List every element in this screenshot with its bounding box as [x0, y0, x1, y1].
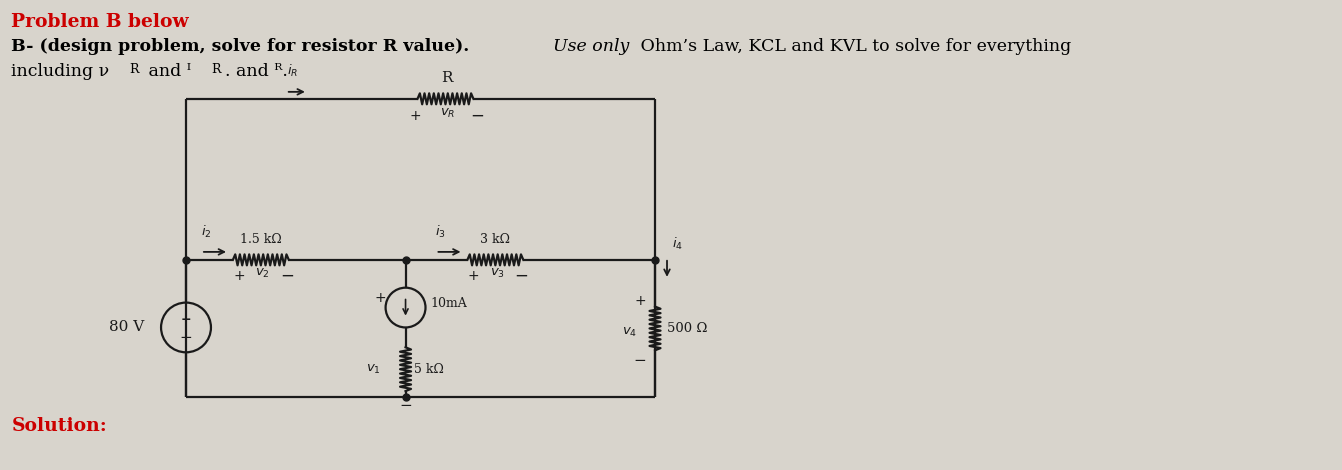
Text: B- (design problem, solve for resistor R value).: B- (design problem, solve for resistor R… [11, 38, 470, 55]
Text: $i_3$: $i_3$ [436, 224, 447, 240]
Text: +: + [635, 294, 646, 307]
Text: −: − [399, 399, 412, 414]
Text: 1.5 kΩ: 1.5 kΩ [240, 233, 282, 246]
Text: 5 kΩ: 5 kΩ [413, 363, 443, 376]
Text: $v_R$: $v_R$ [440, 107, 455, 120]
Text: −: − [180, 330, 192, 345]
Text: +: + [467, 269, 479, 283]
Text: $i_R$: $i_R$ [287, 63, 298, 79]
Text: −: − [471, 107, 484, 125]
Text: $i_4$: $i_4$ [672, 236, 683, 252]
Text: 3 kΩ: 3 kΩ [480, 233, 510, 246]
Text: R: R [129, 63, 138, 76]
Text: $v_4$: $v_4$ [621, 326, 637, 339]
Text: +: + [409, 109, 421, 123]
Text: Solution:: Solution: [11, 417, 107, 435]
Text: +: + [181, 313, 192, 326]
Text: Ohm’s Law, KCL and KVL to solve for everything: Ohm’s Law, KCL and KVL to solve for ever… [635, 38, 1071, 55]
Text: −: − [633, 353, 647, 368]
Text: including ν: including ν [11, 63, 110, 80]
Text: $v_1$: $v_1$ [366, 363, 381, 376]
Text: −: − [514, 267, 529, 285]
Text: Use ​only: Use ​only [542, 38, 629, 55]
Text: and ᴵ: and ᴵ [144, 63, 191, 80]
Text: Problem B below: Problem B below [11, 13, 189, 31]
Text: $v_2$: $v_2$ [255, 267, 270, 280]
Text: 500 Ω: 500 Ω [667, 322, 707, 335]
Text: . and ᴿ.: . and ᴿ. [225, 63, 287, 80]
Text: $i_2$: $i_2$ [201, 224, 212, 240]
Text: +: + [234, 269, 244, 283]
Text: 80 V: 80 V [109, 321, 144, 335]
Text: R: R [440, 71, 452, 85]
Text: +: + [374, 290, 386, 305]
Text: −: − [280, 267, 294, 285]
Text: $v_3$: $v_3$ [490, 267, 505, 280]
Text: 10mA: 10mA [431, 297, 467, 310]
Text: R: R [211, 63, 220, 76]
